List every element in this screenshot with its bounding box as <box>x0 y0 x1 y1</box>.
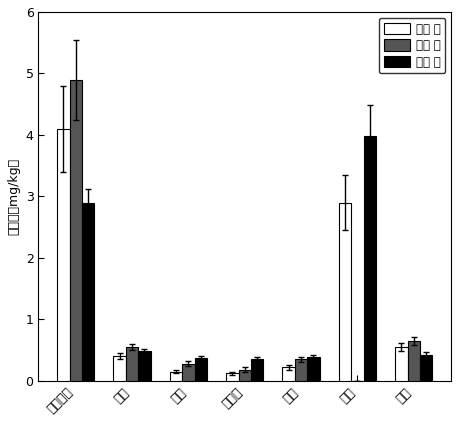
Bar <box>182 364 195 381</box>
Bar <box>226 374 239 381</box>
Bar <box>283 367 295 381</box>
Bar <box>420 355 432 381</box>
Bar <box>170 371 182 381</box>
Bar <box>57 129 70 381</box>
Bar <box>395 347 408 381</box>
Bar <box>70 80 82 381</box>
Bar <box>364 136 376 381</box>
Legend: 茎浓 度, 叶浓 度, 根浓 度: 茎浓 度, 叶浓 度, 根浓 度 <box>379 18 445 73</box>
Bar <box>114 356 126 381</box>
Bar <box>295 359 307 381</box>
Bar <box>339 203 351 381</box>
Bar <box>307 357 320 381</box>
Bar <box>195 358 207 381</box>
Bar <box>82 203 94 381</box>
Bar <box>239 370 251 381</box>
Bar <box>138 351 151 381</box>
Bar <box>251 359 263 381</box>
Bar <box>126 347 138 381</box>
Y-axis label: 干浓度（mg/kg）: 干浓度（mg/kg） <box>7 158 20 235</box>
Bar <box>408 341 420 381</box>
